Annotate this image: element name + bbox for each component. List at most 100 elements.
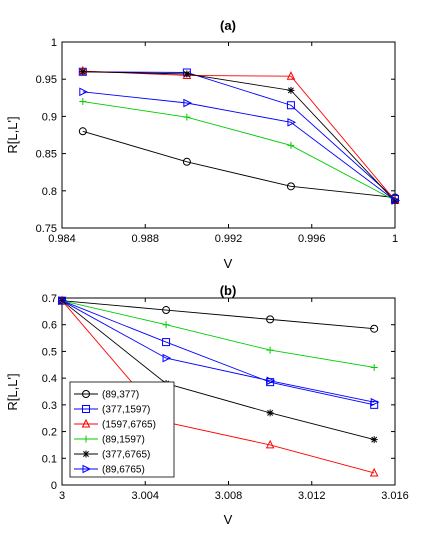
panel-a-x-tick-label: 0.996 <box>298 233 326 245</box>
legend: (89,377) (377,1597) (1597,6765) (89,1597) (3… <box>69 381 175 478</box>
panel-b-series <box>57 295 380 477</box>
panel-b-data-point <box>266 315 275 324</box>
panel-a-data-point <box>182 157 191 166</box>
legend-label: (377,1597) <box>102 405 150 416</box>
panel-b-x-tick-label: 3.016 <box>381 490 409 502</box>
panel-b-y-tick-label: 0.2 <box>42 427 57 439</box>
panel-b-series-line <box>61 300 375 403</box>
panel-b-series-line <box>61 300 375 474</box>
panel-b-data-point <box>58 296 68 305</box>
panel-a-y-tick-label: 0.85 <box>36 149 57 161</box>
panel-a-data-point <box>286 101 295 110</box>
panel-b-y-tick-label: 0.7 <box>42 293 57 305</box>
panel-a-y-tick-label: 0.95 <box>36 74 57 86</box>
panel-a-series-line <box>82 70 396 201</box>
panel-b-data-point <box>266 376 276 386</box>
panel-b-series-line <box>61 300 375 368</box>
panel-b-x-tick-label: 3.004 <box>131 490 159 502</box>
panel-b-series-3 <box>58 297 378 371</box>
panel-a-frame <box>61 41 396 229</box>
panel-a-y-tick-label: 1 <box>51 37 57 49</box>
panel-a-data-point <box>183 113 191 121</box>
panel-b-data-point <box>370 324 379 333</box>
panel-a-data-point <box>287 86 295 94</box>
panel-b-data-point <box>162 338 171 347</box>
panel-a-x-label: V <box>224 256 233 271</box>
panel-a-data-point <box>287 118 297 127</box>
panel-b-data-point <box>266 346 274 354</box>
panel-a-y-ticks: 0.75 0.8 0.85 0.9 0.95 1 <box>36 37 395 235</box>
panel-a-x-ticks: 0.984 0.988 0.992 0.996 1 <box>48 42 398 245</box>
legend-marker <box>82 464 92 474</box>
panel-a-data-point <box>183 70 191 78</box>
panel-a-series-line <box>82 91 396 201</box>
panel-b-x-tick-label: 3 <box>59 490 65 502</box>
panel-a-data-point <box>391 196 401 205</box>
legend-label: (89,377) <box>102 390 139 401</box>
panel-a-series-line <box>82 71 396 202</box>
panel-a-x-tick-label: 0.984 <box>48 233 76 245</box>
panel-b-data-point <box>58 297 66 305</box>
legend-box <box>69 381 175 478</box>
panel-a-y-tick-label: 0.8 <box>42 186 57 198</box>
panel-b-y-tick-label: 0.5 <box>42 346 57 358</box>
panel-b-data-point <box>266 409 274 417</box>
legend-items: (89,377) (377,1597) (1597,6765) (89,1597) (3… <box>74 390 156 476</box>
panel-a-y-tick-label: 0.9 <box>42 111 57 123</box>
panel-b-series-line <box>61 300 375 406</box>
panel-b-y-tick-label: 0 <box>51 480 57 492</box>
panel-b-data-point <box>370 363 378 371</box>
legend-label: (377,6765) <box>102 450 150 461</box>
panel-b-y-tick-label: 0.1 <box>42 453 57 465</box>
panel-b-data-point <box>370 436 378 444</box>
panel-b-data-point <box>370 397 380 407</box>
panel-a-data-point <box>79 87 88 97</box>
legend-marker <box>82 450 90 458</box>
panel-b-series-0 <box>58 296 379 333</box>
panel-a-series <box>78 65 401 205</box>
panel-a-data-point <box>79 68 87 76</box>
panel-b: (b) 3 3.004 3.008 3.012 3.016 00.10.20.30.40… <box>5 283 409 527</box>
legend-label: (89,1597) <box>102 435 145 446</box>
panel-a-series-0 <box>78 127 399 202</box>
panel-b-data-point <box>162 321 170 329</box>
legend-marker <box>82 405 90 413</box>
panel-b-y-ticks: 0 0.1 0.2 0.3 0.4 0.5 0.6 0.7 <box>42 293 395 492</box>
panel-a-series-line <box>82 71 396 200</box>
panel-b-title: (b) <box>220 283 237 298</box>
panel-a: (a) 0.984 0.988 0.992 0.996 1 0.750.80.850.9… <box>5 18 401 271</box>
panel-a-series-2 <box>78 65 400 204</box>
panel-a-title: (a) <box>220 18 236 33</box>
panel-b-data-point <box>162 353 172 363</box>
panel-a-series-4 <box>79 68 399 205</box>
panel-a-series-line <box>82 130 396 198</box>
legend-label: (89,6765) <box>102 465 145 476</box>
panel-a-data-point <box>286 71 296 80</box>
panel-a-series-1 <box>78 67 399 203</box>
panel-b-series-5 <box>58 296 380 407</box>
panel-b-y-tick-label: 0.4 <box>42 373 57 385</box>
panel-a-x-tick-label: 0.992 <box>215 233 243 245</box>
panel-a-series-line <box>82 101 396 201</box>
panel-a-data-point <box>78 127 87 136</box>
panel-a-data-point <box>391 197 399 205</box>
panel-b-x-tick-label: 3.008 <box>215 490 243 502</box>
panel-b-y-tick-label: 0.6 <box>42 320 57 332</box>
legend-marker <box>82 390 90 398</box>
panel-b-y-label: R[L,L'] <box>5 373 20 410</box>
panel-a-data-point <box>286 182 295 191</box>
panel-a-y-label: R[L,L'] <box>5 116 20 153</box>
panel-a-data-point <box>287 141 295 149</box>
panel-a-series-5 <box>79 87 401 205</box>
panel-b-series-line <box>61 300 375 441</box>
panel-b-data-point <box>162 306 171 315</box>
panel-a-data-point <box>183 98 192 108</box>
panel-b-x-tick-label: 3.012 <box>298 490 326 502</box>
panel-a-data-point <box>79 98 87 106</box>
panel-b-x-label: V <box>224 512 233 527</box>
panel-b-y-tick-label: 0.3 <box>42 400 57 412</box>
panel-a-x-tick-label: 0.988 <box>131 233 159 245</box>
panel-b-series-line <box>61 300 375 330</box>
panel-a-data-point <box>182 70 192 79</box>
